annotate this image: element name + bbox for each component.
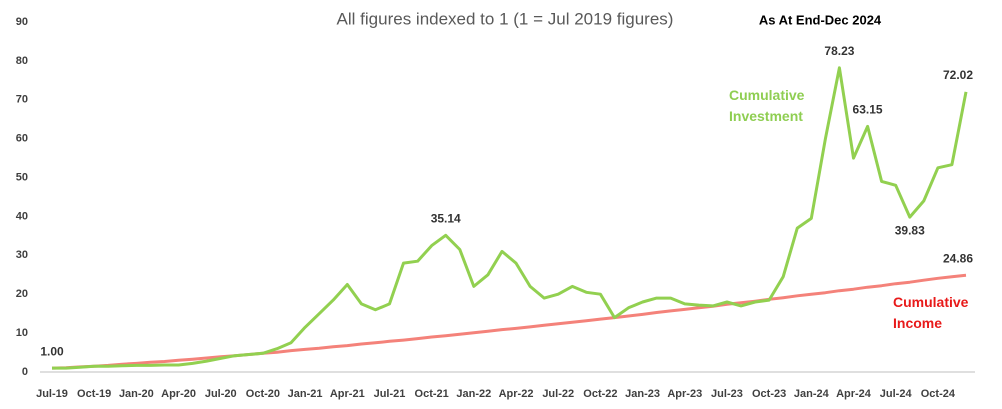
x-tick-label: Apr-20	[161, 388, 196, 400]
data-label: 72.02	[943, 68, 973, 82]
data-label: 78.23	[824, 44, 854, 58]
series-line	[51, 273, 967, 370]
series-label: Cumulative Investment	[729, 87, 805, 124]
x-tick-label: Jul-21	[374, 388, 406, 400]
x-tick-label: Jan-20	[119, 388, 154, 400]
x-tick-label: Apr-22	[499, 388, 534, 400]
x-tick-label: Apr-21	[330, 388, 365, 400]
x-tick-label: Jul-23	[711, 388, 743, 400]
x-tick-label: Jul-24	[880, 388, 913, 400]
x-tick-label: Apr-24	[836, 388, 872, 400]
y-tick-label: 40	[16, 210, 28, 222]
x-tick-label: Oct-19	[77, 388, 111, 400]
y-tick-label: 60	[16, 133, 28, 145]
x-tick-label: Jul-19	[36, 388, 68, 400]
chart-subtitle: As At End-Dec 2024	[759, 12, 882, 27]
y-tick-label: 90	[16, 16, 28, 28]
data-label: 63.15	[853, 103, 883, 117]
y-tick-label: 10	[16, 327, 28, 339]
x-tick-label: Jan-22	[456, 388, 491, 400]
data-label: 35.14	[431, 212, 461, 226]
x-tick-label: Oct-22	[583, 388, 617, 400]
y-tick-label: 20	[16, 288, 28, 300]
x-tick-label: Jul-22	[542, 388, 574, 400]
chart-title: All figures indexed to 1 (1 = Jul 2019 f…	[337, 9, 674, 28]
data-label: 39.83	[895, 223, 925, 237]
x-tick-label: Oct-20	[246, 388, 280, 400]
series-label: Cumulative Income	[893, 294, 969, 331]
x-tick-label: Apr-23	[667, 388, 702, 400]
x-tick-label: Jan-24	[794, 388, 830, 400]
data-label: 1.00	[40, 344, 64, 358]
x-tick-label: Oct-21	[415, 388, 449, 400]
y-tick-label: 50	[16, 171, 28, 183]
x-tick-label: Oct-24	[921, 388, 956, 400]
x-tick-label: Oct-23	[752, 388, 786, 400]
y-tick-label: 80	[16, 55, 28, 67]
x-tick-label: Jan-23	[625, 388, 660, 400]
series-line	[52, 66, 968, 370]
x-tick-label: Jul-20	[205, 388, 237, 400]
y-tick-label: 0	[22, 366, 28, 378]
x-tick-label: Jan-21	[288, 388, 323, 400]
y-tick-label: 70	[16, 94, 28, 106]
y-tick-label: 30	[16, 249, 28, 261]
data-label: 24.86	[943, 251, 973, 265]
